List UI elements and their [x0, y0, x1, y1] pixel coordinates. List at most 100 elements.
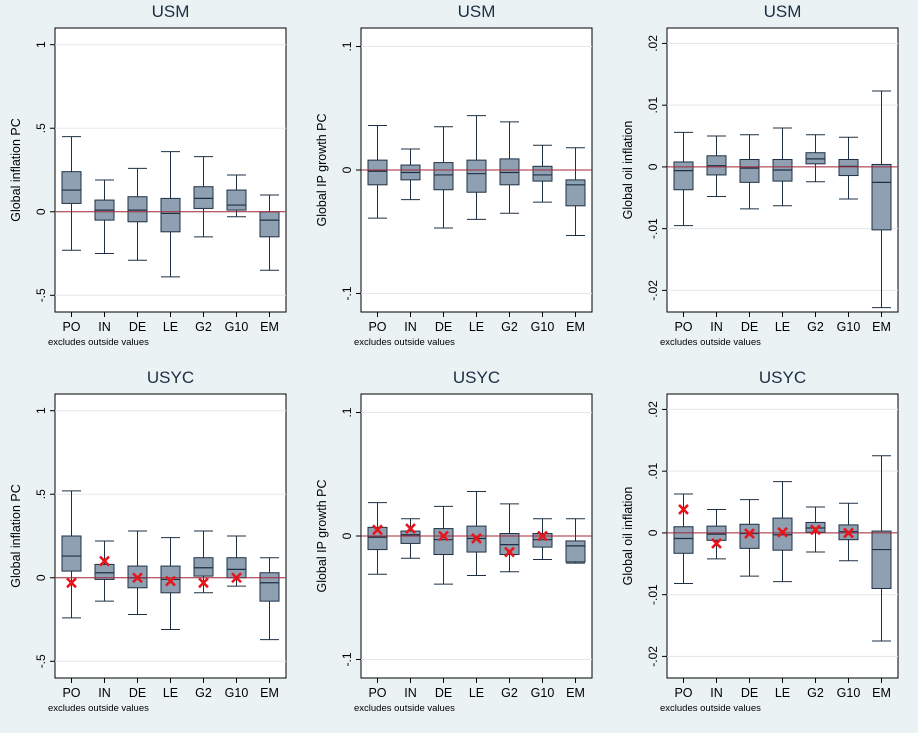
- box-body: [739, 523, 760, 549]
- y-axis-label: Global inflation PC: [9, 118, 23, 222]
- marker-stroke: [678, 504, 689, 515]
- x-tick-label: EM: [872, 686, 891, 700]
- marker-x: [678, 504, 689, 515]
- y-axis-label: Global oil inflation: [621, 121, 635, 220]
- marker-stroke: [810, 524, 821, 536]
- box-body: [433, 162, 454, 191]
- y-tick-label: 1: [34, 407, 48, 414]
- chart-panel: USYC -.5 0 .5 1 Global inflation PC PO IN DE LE G2…: [9, 368, 287, 714]
- x-tick-label: G2: [807, 686, 824, 700]
- marker-x: [66, 577, 77, 589]
- x-tick-label: PO: [368, 686, 386, 700]
- box-po: [61, 490, 82, 619]
- box-em: [259, 194, 280, 271]
- x-tick-label: EM: [566, 686, 585, 700]
- marker-x: [711, 537, 722, 549]
- box-body: [532, 533, 553, 548]
- y-axis-label: Global oil inflation: [621, 487, 635, 586]
- x-tick-label: EM: [566, 320, 585, 334]
- marker-stroke: [777, 526, 788, 538]
- chart-title: USYC: [759, 368, 806, 387]
- footnote: excludes outside values: [660, 337, 761, 348]
- y-tick-label: 1: [34, 41, 48, 48]
- footnote: excludes outside values: [660, 703, 761, 714]
- box-em: [871, 90, 892, 309]
- x-tick-label: G10: [837, 686, 861, 700]
- y-tick-label: 0: [340, 532, 354, 539]
- marker-stroke: [99, 555, 110, 567]
- x-tick-label: DE: [435, 686, 452, 700]
- box-le: [160, 151, 181, 278]
- box-body: [160, 197, 181, 233]
- y-tick-label: -.02: [646, 280, 660, 301]
- box-body: [367, 159, 388, 186]
- footnote: excludes outside values: [48, 337, 149, 348]
- x-tick-label: EM: [872, 320, 891, 334]
- box-in: [94, 540, 115, 602]
- marker-x: [471, 533, 482, 544]
- x-tick-label: LE: [163, 320, 178, 334]
- chart-panel: USYC -.02 -.01 0 .01 .02 Global oil inflation P…: [621, 368, 899, 714]
- marker-stroke: [405, 523, 416, 535]
- x-tick-label: IN: [404, 320, 417, 334]
- marker-x: [744, 528, 755, 539]
- marker-x: [198, 577, 209, 589]
- y-tick-label: .5: [34, 123, 48, 133]
- box-body: [193, 557, 214, 577]
- box-body: [871, 530, 892, 589]
- marker-stroke: [438, 530, 449, 542]
- box-body: [94, 563, 115, 580]
- y-tick-label: -.01: [646, 584, 660, 605]
- y-tick-label: -.5: [34, 654, 48, 668]
- box-le: [466, 115, 487, 220]
- marker-stroke: [843, 527, 854, 539]
- x-tick-label: LE: [469, 686, 484, 700]
- box-body: [61, 171, 82, 204]
- marker-x: [537, 530, 548, 542]
- chart-title: USM: [458, 2, 496, 21]
- box-body: [61, 535, 82, 572]
- box-body: [739, 159, 760, 183]
- marker-x: [438, 530, 449, 542]
- x-tick-label: PO: [62, 320, 80, 334]
- box-g10: [838, 136, 859, 200]
- chart-title: USYC: [147, 368, 194, 387]
- box-body: [871, 163, 892, 231]
- box-body: [805, 521, 826, 533]
- box-body: [433, 528, 454, 556]
- box-g10: [532, 518, 553, 560]
- marker-x: [165, 575, 176, 587]
- marker-stroke: [198, 577, 209, 589]
- box-g2: [193, 156, 214, 238]
- marker-x: [843, 527, 854, 539]
- x-tick-label: EM: [260, 320, 279, 334]
- chart-panel: USM -.1 0 .1 Global IP growth PC PO IN DE LE G2 G1…: [315, 2, 593, 348]
- box-body: [805, 152, 826, 165]
- x-tick-label: G2: [501, 320, 518, 334]
- x-tick-label: LE: [775, 686, 790, 700]
- marker-stroke: [744, 528, 755, 539]
- footnote: excludes outside values: [354, 703, 455, 714]
- marker-x: [231, 572, 242, 584]
- box-g2: [805, 506, 826, 553]
- box-g2: [499, 503, 520, 573]
- x-tick-label: G2: [807, 320, 824, 334]
- marker-x: [132, 572, 143, 584]
- y-tick-label: .5: [34, 489, 48, 499]
- box-body: [499, 533, 520, 556]
- y-tick-label: .02: [646, 35, 660, 52]
- chart-title: USM: [764, 2, 802, 21]
- box-po: [673, 131, 694, 227]
- chart-title: USM: [152, 2, 190, 21]
- marker-x: [405, 523, 416, 535]
- chart-panel: USM -.02 -.01 0 .01 .02 Global oil inflation PO…: [621, 2, 899, 348]
- y-tick-label: .01: [646, 97, 660, 114]
- box-g2: [805, 134, 826, 183]
- chart-panel: USM -.5 0 .5 1 Global inflation PC PO IN DE LE G2 G…: [9, 2, 287, 348]
- box-po: [61, 136, 82, 251]
- x-tick-label: DE: [741, 686, 758, 700]
- box-body: [259, 211, 280, 238]
- x-tick-label: G10: [225, 320, 249, 334]
- x-tick-label: IN: [98, 320, 111, 334]
- plot-area: [54, 393, 287, 679]
